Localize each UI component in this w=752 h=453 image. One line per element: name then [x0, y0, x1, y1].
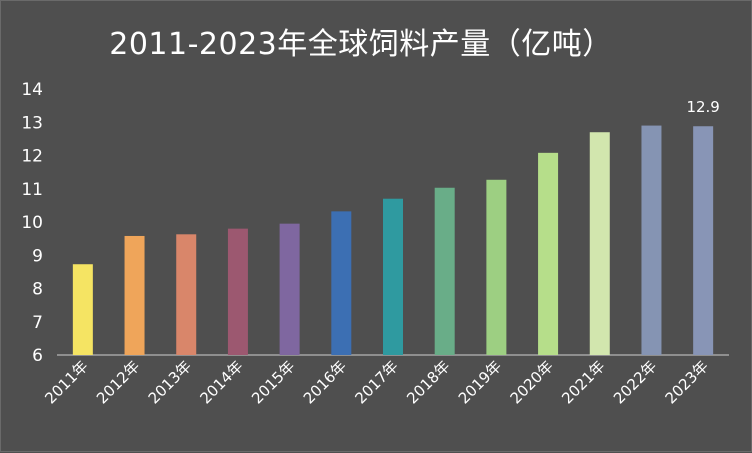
- chart-title: 2011-2023年全球饲料产量（亿吨）: [109, 27, 613, 62]
- x-tick-label: 2015年: [248, 357, 298, 407]
- y-tick-label: 10: [21, 213, 43, 233]
- bar-2014年: [227, 228, 248, 355]
- data-label: 12.9: [686, 98, 719, 116]
- bar-2017年: [383, 198, 403, 355]
- y-tick-label: 14: [21, 80, 43, 100]
- bar-2011年: [72, 264, 93, 355]
- x-tick-label: 2013年: [145, 357, 195, 407]
- bar-2013年: [176, 234, 197, 355]
- y-tick-label: 13: [21, 113, 43, 133]
- bar-2021年: [589, 132, 610, 355]
- y-tick-label: 6: [32, 346, 43, 366]
- x-tick-label: 2023年: [662, 357, 712, 407]
- bar-2020年: [538, 152, 559, 355]
- x-tick-label: 2022年: [610, 357, 660, 407]
- bar-2022年: [641, 125, 662, 355]
- x-tick-label: 2014年: [196, 357, 246, 407]
- x-tick-label: 2018年: [403, 357, 453, 407]
- bar-2019年: [486, 179, 507, 355]
- y-tick-label: 12: [21, 147, 43, 167]
- bar-2018年: [434, 187, 455, 355]
- bar-2012年: [124, 235, 145, 355]
- bar-2023年: [693, 126, 714, 356]
- bar-2016年: [331, 211, 352, 355]
- x-tick-label: 2021年: [558, 357, 608, 407]
- y-tick-label: 7: [32, 313, 43, 333]
- y-tick-label: 8: [32, 280, 43, 300]
- x-tick-label: 2017年: [351, 357, 401, 407]
- y-tick-label: 9: [32, 246, 43, 266]
- bar-2015年: [279, 223, 300, 355]
- y-tick-label: 11: [21, 180, 43, 200]
- x-tick-label: 2020年: [507, 357, 557, 407]
- x-tick-label: 2016年: [300, 357, 350, 407]
- x-tick-label: 2019年: [455, 357, 505, 407]
- x-tick-label: 2011年: [41, 357, 91, 407]
- x-tick-label: 2012年: [93, 357, 143, 407]
